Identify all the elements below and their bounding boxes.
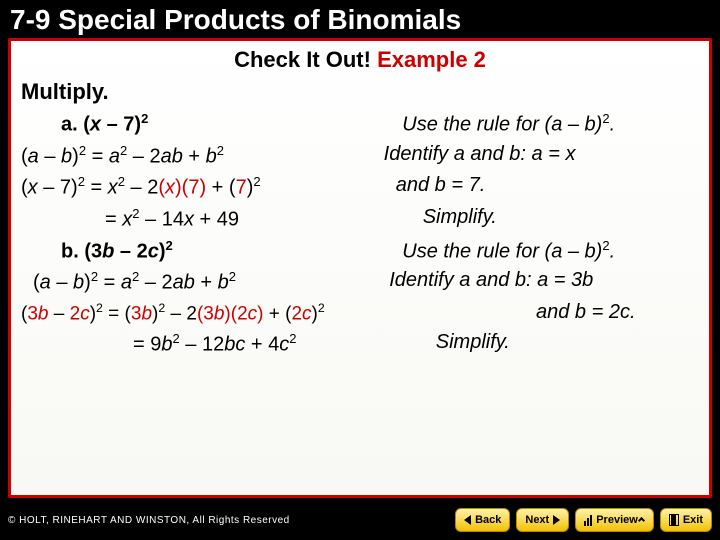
simplify-a: Simplify.	[423, 206, 699, 232]
slide: 7-9 Special Products of Binomials Check …	[0, 0, 720, 540]
identify-a1: Identify a and b: a = x	[384, 143, 699, 169]
copyright: © HOLT, RINEHART AND WINSTON, All Rights…	[8, 515, 290, 526]
exit-icon	[669, 514, 679, 526]
chevron-up-icon	[638, 516, 645, 523]
row-formula-2: (a – b)2 = a2 – 2ab + b2 Identify a and …	[21, 269, 699, 295]
part-b-label: b. (3b – 2c)2	[21, 238, 402, 264]
part-a-label: a. (x – 7)2	[21, 111, 402, 137]
next-icon	[553, 515, 560, 525]
row-step-a1: (x – 7)2 = x2 – 2(x)(7) + (7)2 and b = 7…	[21, 174, 699, 200]
preview-icon	[584, 515, 592, 526]
identify-b1: Identify a and b: a = 3b	[389, 269, 699, 295]
formula-ab: (a – b)2 = a2 – 2ab + b2	[21, 143, 384, 169]
row-step-b1: (3b – 2c)2 = (3b)2 – 2(3b)(2c) + (2c)2 a…	[21, 301, 699, 325]
multiply-label: Multiply.	[21, 79, 699, 105]
preview-button[interactable]: Preview	[575, 508, 654, 532]
simplify-b: Simplify.	[436, 331, 699, 357]
identify-a2: and b = 7.	[370, 174, 699, 200]
step-a1: (x – 7)2 = x2 – 2(x)(7) + (7)2	[21, 174, 370, 200]
row-step-b2: = 9b2 – 12bc + 4c2 Simplify.	[21, 331, 699, 357]
step-b1: (3b – 2c)2 = (3b)2 – 2(3b)(2c) + (2c)2	[21, 301, 510, 325]
formula-ab-2: (a – b)2 = a2 – 2ab + b2	[21, 269, 389, 295]
step-b2: = 9b2 – 12bc + 4c2	[21, 331, 436, 357]
example-label: Example 2	[371, 47, 486, 72]
chapter-title: 7-9 Special Products of Binomials	[10, 4, 710, 36]
row-step-a2: = x2 – 14x + 49 Simplify.	[21, 206, 699, 232]
row-b-prompt: b. (3b – 2c)2 Use the rule for (a – b)2.	[21, 238, 699, 264]
header: 7-9 Special Products of Binomials	[0, 0, 720, 38]
exit-button[interactable]: Exit	[660, 508, 712, 532]
check-label: Check It Out!	[234, 47, 371, 72]
use-rule-b: Use the rule for (a – b)2.	[402, 238, 699, 264]
next-button[interactable]: Next	[516, 508, 569, 532]
content-area: Check It Out! Example 2 Multiply. a. (x …	[8, 38, 712, 498]
row-formula-1: (a – b)2 = a2 – 2ab + b2 Identify a and …	[21, 143, 699, 169]
back-button[interactable]: Back	[455, 508, 510, 532]
step-a2: = x2 – 14x + 49	[21, 206, 423, 232]
check-heading: Check It Out! Example 2	[21, 47, 699, 73]
identify-b2: and b = 2c.	[510, 301, 699, 325]
back-icon	[464, 515, 471, 525]
row-a-prompt: a. (x – 7)2 Use the rule for (a – b)2.	[21, 111, 699, 137]
footer: © HOLT, RINEHART AND WINSTON, All Rights…	[0, 500, 720, 540]
use-rule-a: Use the rule for (a – b)2.	[402, 111, 699, 137]
